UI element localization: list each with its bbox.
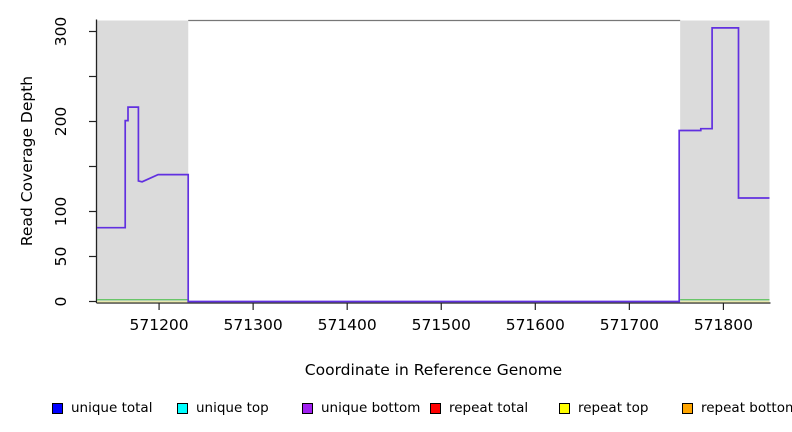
y-tick-label: 0: [52, 297, 70, 307]
legend-item-repeat-total: repeat total: [430, 399, 528, 417]
legend-label: repeat total: [449, 400, 529, 416]
legend-item-unique-top: unique top: [177, 399, 269, 417]
x-tick-label: 571200: [129, 316, 188, 334]
y-tick-label: 200: [52, 107, 70, 137]
legend-item-repeat-top: repeat top: [559, 399, 648, 417]
y-tick-label: 300: [52, 17, 70, 47]
legend-label: repeat bottom: [701, 400, 792, 416]
legend-label: unique total: [71, 400, 153, 416]
legend-swatch-unique-bottom: [302, 402, 313, 414]
x-tick-label: 571400: [318, 316, 377, 334]
y-axis-title: Read Coverage Depth: [18, 75, 36, 247]
repeat-region-right: [680, 20, 770, 303]
legend-swatch-repeat-total: [430, 402, 441, 414]
x-tick-label: 571300: [224, 316, 283, 334]
legend-label: repeat top: [578, 400, 649, 416]
y-tick-label: 100: [52, 197, 70, 227]
legend-swatch-unique-total: [52, 402, 63, 414]
y-tick-label: 50: [52, 247, 70, 267]
plot-area: 571200 571300 571400 571500 571600 571700 5718…: [52, 17, 771, 334]
repeat-region-left: [97, 20, 189, 303]
legend-label: unique top: [196, 400, 269, 416]
x-axis-title: Coordinate in Reference Genome: [304, 361, 563, 379]
legend-item-unique-total: unique total: [52, 399, 152, 417]
legend-swatch-repeat-bottom: [682, 402, 693, 414]
legend-item-repeat-bottom: repeat bottom: [682, 399, 792, 417]
x-tick-label: 571500: [412, 316, 471, 334]
legend-swatch-repeat-top: [559, 402, 570, 414]
coverage-line: [97, 27, 770, 303]
x-tick-label: 571800: [694, 316, 753, 334]
x-tick-label: 571700: [600, 316, 659, 334]
legend-label: unique bottom: [321, 400, 421, 416]
legend: unique total unique top unique bottom repea…: [0, 399, 792, 421]
legend-item-unique-bottom: unique bottom: [302, 399, 420, 417]
x-tick-label: 571600: [506, 316, 565, 334]
legend-swatch-unique-top: [177, 402, 188, 414]
